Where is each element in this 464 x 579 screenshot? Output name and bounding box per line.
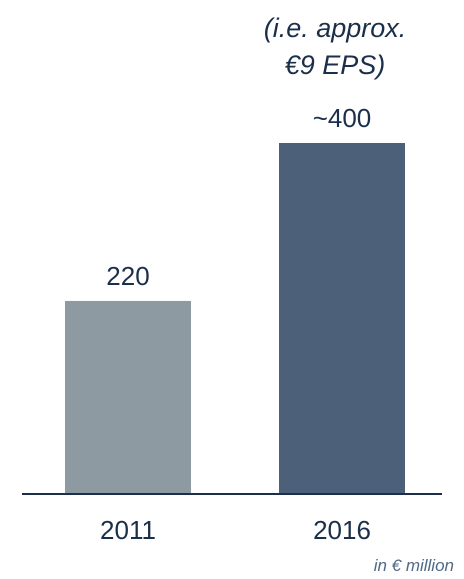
eps-annotation-line-2: €9 EPS) — [284, 50, 386, 80]
bar-2011 — [65, 300, 191, 494]
bar-2016 — [279, 143, 405, 494]
unit-note: in € million — [373, 556, 454, 575]
x-tick-label-2011: 2011 — [100, 515, 156, 545]
x-tick-label-2016: 2016 — [313, 515, 371, 545]
value-label-2016: ~400 — [313, 103, 372, 133]
value-label-2011: 220 — [106, 261, 149, 291]
eps-annotation-line-1: (i.e. approx. — [263, 13, 407, 43]
